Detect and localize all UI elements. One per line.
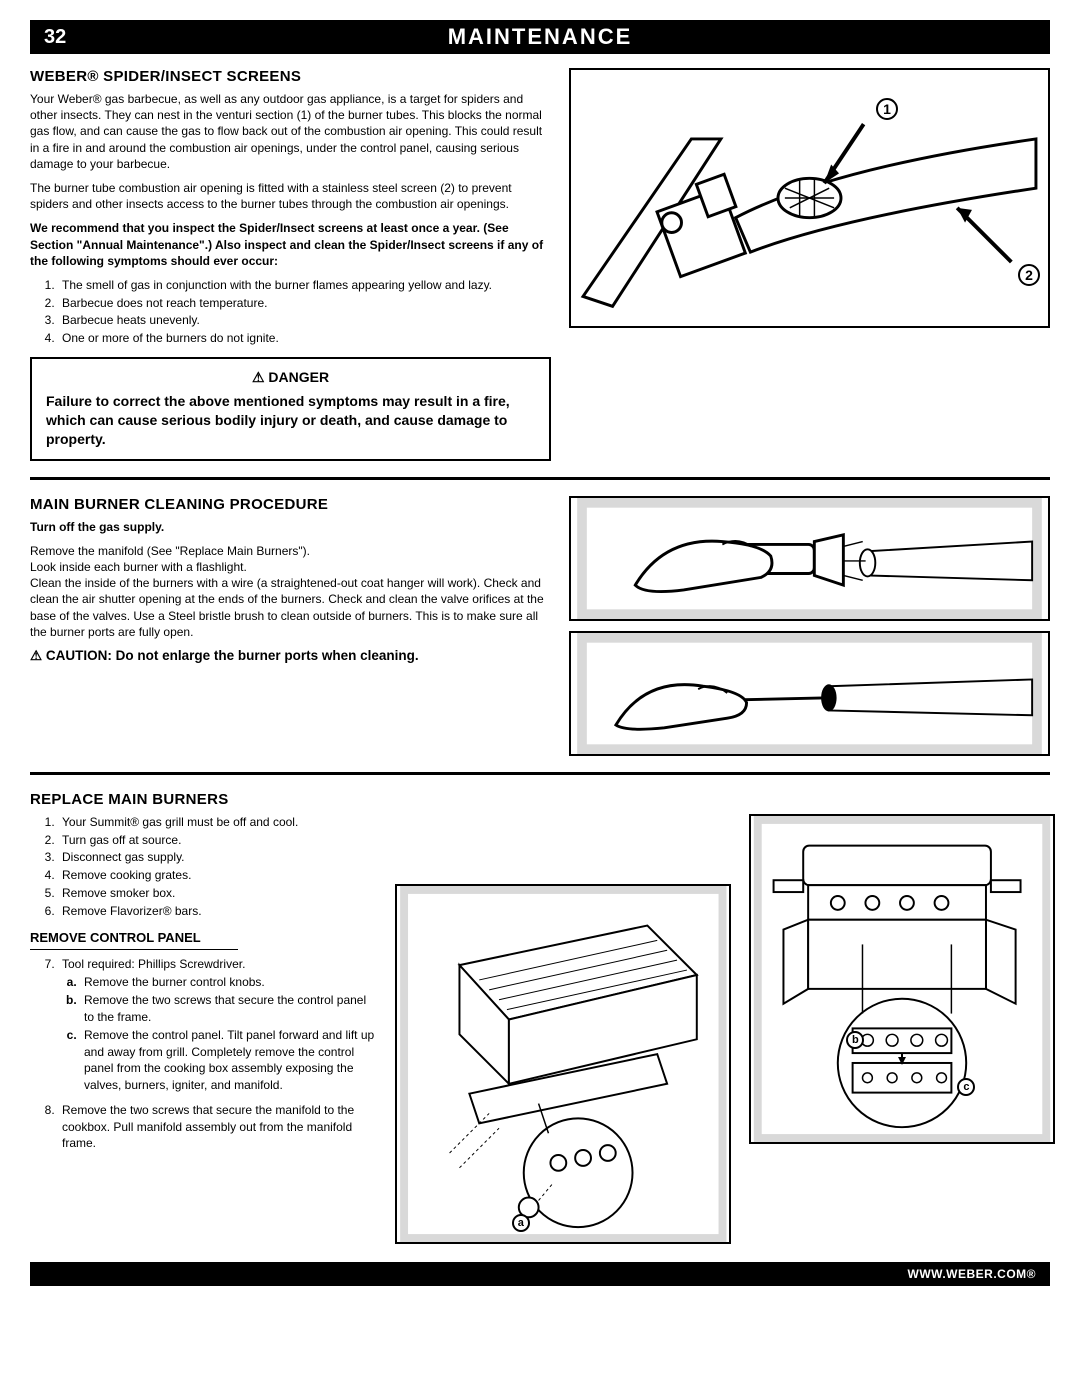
list-item: Turn gas off at source. xyxy=(58,832,377,849)
section1-para1: Your Weber® gas barbecue, as well as any… xyxy=(30,91,551,172)
section1-para2: The burner tube combustion air opening i… xyxy=(30,180,551,212)
header-bar: 32 MAINTENANCE xyxy=(30,20,1050,54)
danger-body: Failure to correct the above mentioned s… xyxy=(46,392,535,449)
callout-2: 2 xyxy=(1018,264,1040,286)
section1-symptom-list: The smell of gas in conjunction with the… xyxy=(30,277,551,347)
list-item: Tool required: Phillips Screwdriver. Rem… xyxy=(58,956,377,1094)
list-item: Disconnect gas supply. xyxy=(58,849,377,866)
section2-para3: Clean the inside of the burners with a w… xyxy=(30,575,551,640)
section3-step7-list: Tool required: Phillips Screwdriver. Rem… xyxy=(30,956,377,1153)
figure-grill-exploded: a xyxy=(395,884,732,1244)
figure-flashlight xyxy=(569,496,1050,621)
section3-step-list: Your Summit® gas grill must be off and c… xyxy=(30,814,377,920)
list-item: Remove the two screws that secure the co… xyxy=(80,992,377,1026)
section3-figure-left: a xyxy=(395,814,732,1244)
section1-heading: WEBER® SPIDER/INSECT SCREENS xyxy=(30,68,551,85)
list-item: Remove cooking grates. xyxy=(58,867,377,884)
page-title: MAINTENANCE xyxy=(30,24,1050,50)
section2-text: MAIN BURNER CLEANING PROCEDURE Turn off … xyxy=(30,496,551,756)
section-replace-burners: REPLACE MAIN BURNERS Your Summit® gas gr… xyxy=(30,791,1050,1244)
list-item: Remove Flavorizer® bars. xyxy=(58,903,377,920)
section3-text: Your Summit® gas grill must be off and c… xyxy=(30,814,377,1244)
section3-subheading: REMOVE CONTROL PANEL xyxy=(30,930,377,945)
section-burner-cleaning: MAIN BURNER CLEANING PROCEDURE Turn off … xyxy=(30,496,1050,756)
section1-para3: We recommend that you inspect the Spider… xyxy=(30,220,551,269)
wire-svg xyxy=(571,633,1048,754)
figure-grill-front: b c xyxy=(749,814,1055,1144)
list-item: Remove smoker box. xyxy=(58,885,377,902)
callout-a: a xyxy=(512,1214,530,1232)
section2-para1: Remove the manifold (See "Replace Main B… xyxy=(30,543,551,559)
grill-front-svg xyxy=(751,816,1053,1142)
section1-figure-col: 1 2 xyxy=(569,68,1050,461)
step7-sub-list: Remove the burner control knobs. Remove … xyxy=(62,974,377,1094)
section2-figure-col xyxy=(569,496,1050,756)
figure-burner-tube: 1 2 xyxy=(569,68,1050,328)
list-item: Barbecue does not reach temperature. xyxy=(58,295,551,312)
section2-heading: MAIN BURNER CLEANING PROCEDURE xyxy=(30,496,551,513)
section1-text: WEBER® SPIDER/INSECT SCREENS Your Weber®… xyxy=(30,68,551,461)
section3-heading: REPLACE MAIN BURNERS xyxy=(30,791,1050,808)
list-item: The smell of gas in conjunction with the… xyxy=(58,277,551,294)
burner-tube-svg xyxy=(571,70,1048,326)
list-item: Remove the control panel. Tilt panel for… xyxy=(80,1027,377,1094)
flashlight-svg xyxy=(571,498,1048,619)
divider xyxy=(30,772,1050,775)
section2-para2: Look inside each burner with a flashligh… xyxy=(30,559,551,575)
list-item: Barbecue heats unevenly. xyxy=(58,312,551,329)
list-item: Remove the burner control knobs. xyxy=(80,974,377,991)
list-item: One or more of the burners do not ignite… xyxy=(58,330,551,347)
section3-figure-right: b c xyxy=(749,814,1055,1244)
thin-divider xyxy=(30,949,238,950)
list-item: Your Summit® gas grill must be off and c… xyxy=(58,814,377,831)
section2-caution: ⚠ CAUTION: Do not enlarge the burner por… xyxy=(30,648,551,664)
callout-1: 1 xyxy=(876,98,898,120)
section2-step-bold: Turn off the gas supply. xyxy=(30,520,164,534)
danger-title: ⚠ DANGER xyxy=(46,369,535,386)
figure-wire-clean xyxy=(569,631,1050,756)
grill-exploded-svg xyxy=(397,886,730,1242)
list-item: Remove the two screws that secure the ma… xyxy=(58,1102,377,1152)
divider xyxy=(30,477,1050,480)
step7-intro: Tool required: Phillips Screwdriver. xyxy=(62,957,245,971)
danger-box: ⚠ DANGER Failure to correct the above me… xyxy=(30,357,551,461)
footer-url: WWW.WEBER.COM® xyxy=(908,1267,1037,1281)
section-spider-screens: WEBER® SPIDER/INSECT SCREENS Your Weber®… xyxy=(30,68,1050,461)
footer-bar: WWW.WEBER.COM® xyxy=(30,1262,1050,1286)
